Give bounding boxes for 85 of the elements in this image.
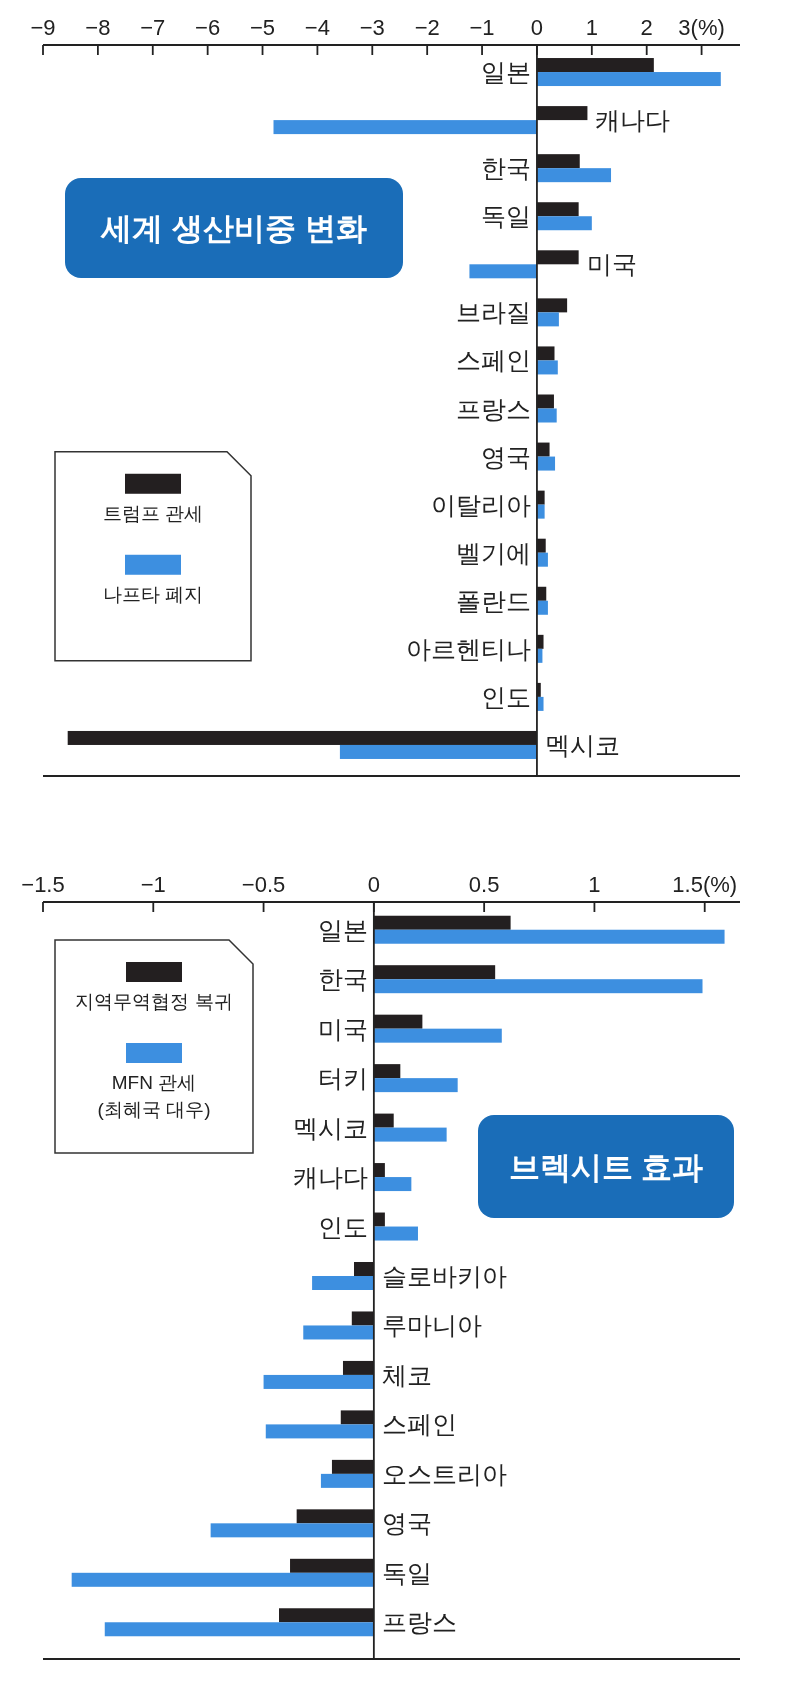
x-tick-label: −4 [304,15,330,40]
x-tick-label: −0.5 [241,872,286,897]
x-tick-label: −5 [249,15,276,40]
x-tick-label: −1 [469,15,495,40]
bar [373,1127,447,1142]
bar [536,552,548,567]
y-tick-label: 슬로바키아 [381,1262,507,1290]
bar [536,360,558,375]
x-tick-label: −1.5 [21,872,65,897]
text: 세계 생산비중 변화 [100,211,367,247]
bar [273,120,537,135]
y-tick-label: 캐나다 [595,106,671,135]
legend-label: MFN 관세 (최혜국 대우) [97,1072,211,1120]
bar [312,1276,374,1290]
legend-label: 지역무역협정 복귀 [75,991,233,1012]
x-tick-label: −6 [195,15,221,40]
y-tick-label: 스페인 [455,346,531,375]
bar [263,1374,374,1389]
y-tick-label: 일본 [480,58,531,87]
bar [469,264,537,279]
x-tick-label: −2 [414,15,440,40]
bar [373,1226,418,1241]
bar [339,744,537,759]
bar [536,312,559,327]
y-tick-label: 미국 [317,1014,368,1043]
bar [320,1473,374,1488]
y-tick-label: 이탈리아 [430,490,531,519]
bar [373,1078,458,1093]
x-tick-label: 1 [585,15,598,40]
y-tick-label: 폴란드 [455,586,531,615]
bar [373,929,725,944]
y-tick-label: 영국 [480,442,531,471]
y-tick-label: 벨기에 [455,538,531,567]
x-tick-label: 0 [530,15,544,40]
y-tick-label: 프랑스 [455,394,531,423]
bar [536,456,556,471]
y-tick-label: 인도 [317,1212,368,1241]
legend-label: 나프타 폐지 [102,583,204,605]
bar [265,1424,374,1439]
bar [210,1523,374,1538]
y-tick-label: 오스트리아 [381,1459,507,1488]
y-tick-label: 미국 [586,250,637,279]
bar [536,504,545,519]
bar [536,696,544,711]
y-tick-label: 독일 [381,1558,432,1587]
x-tick-label: −1 [140,872,166,897]
x-tick-label: −8 [85,15,111,40]
bar [373,1028,502,1043]
x-tick-label: −3 [359,15,385,40]
y-tick-label: 멕시코 [544,730,620,759]
y-tick-label: 멕시코 [292,1113,368,1142]
y-tick-label: 영국 [381,1509,432,1538]
bar [373,1177,412,1192]
y-tick-label: 터키 [317,1064,368,1093]
x-tick-label: −7 [140,15,166,40]
legend-label: 트럼프 관세 [102,502,204,524]
y-tick-label: 루마니아 [381,1311,482,1340]
x-tick-label: 0 [367,872,380,897]
y-tick-label: 캐나다 [292,1163,368,1192]
y-tick-label: 브라질 [455,298,531,327]
y-tick-label: 아르헨티나 [405,634,531,663]
text: 브렉시트 효과 [508,1149,704,1185]
bar [303,1325,374,1340]
bar [536,216,592,231]
y-tick-label: 한국 [317,965,368,994]
x-tick-label: 2 [640,15,653,40]
bar [536,408,557,423]
bar [71,1572,374,1587]
bar [536,600,548,615]
y-tick-label: 인도 [480,682,531,711]
x-tick-label: 1.5(%) [672,872,738,897]
x-tick-label: 0.5 [468,872,500,897]
y-tick-label: 독일 [480,202,531,231]
bar [536,72,721,87]
x-tick-label: 1 [588,872,601,897]
y-tick-label: 한국 [480,154,531,183]
y-tick-label: 체코 [381,1360,432,1389]
y-tick-label: 스페인 [381,1410,457,1439]
x-tick-label: 3(%) [678,15,725,40]
x-tick-label: −9 [30,15,56,40]
bar [373,979,703,994]
bar [104,1622,374,1637]
y-tick-label: 프랑스 [381,1608,457,1637]
y-tick-label: 일본 [317,915,368,944]
bar [536,168,612,183]
